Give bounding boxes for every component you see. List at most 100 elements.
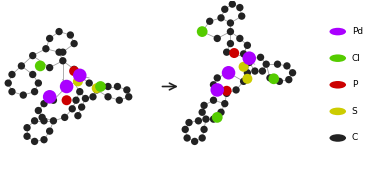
Point bbox=[71, 42, 77, 45]
Point bbox=[184, 137, 190, 139]
Point bbox=[24, 135, 30, 138]
Text: C: C bbox=[352, 134, 358, 143]
Point bbox=[35, 82, 41, 84]
Point bbox=[71, 70, 77, 72]
Point bbox=[229, 3, 235, 6]
Point bbox=[64, 99, 70, 102]
Point bbox=[94, 89, 100, 91]
Point bbox=[244, 44, 250, 47]
Point bbox=[244, 77, 250, 80]
Point bbox=[75, 80, 81, 83]
Circle shape bbox=[330, 28, 346, 35]
Point bbox=[41, 102, 47, 105]
Point bbox=[239, 15, 245, 17]
Point bbox=[94, 87, 100, 90]
Point bbox=[246, 57, 252, 60]
Point bbox=[207, 20, 213, 23]
Point bbox=[32, 90, 38, 93]
Point bbox=[286, 78, 292, 81]
Point bbox=[246, 61, 252, 64]
Point bbox=[214, 89, 220, 91]
Point bbox=[237, 6, 243, 9]
Circle shape bbox=[330, 134, 346, 142]
Point bbox=[211, 118, 217, 120]
Point bbox=[46, 66, 53, 69]
Point bbox=[69, 107, 75, 110]
Point bbox=[252, 70, 258, 72]
Circle shape bbox=[330, 54, 346, 62]
Point bbox=[201, 128, 207, 131]
Point bbox=[222, 8, 228, 11]
Point bbox=[211, 99, 217, 102]
Point bbox=[211, 83, 217, 86]
Point bbox=[46, 37, 53, 40]
Point bbox=[199, 111, 205, 114]
Point bbox=[116, 99, 122, 102]
Point bbox=[32, 119, 38, 122]
Point bbox=[271, 77, 277, 80]
Point bbox=[222, 102, 228, 105]
Point bbox=[77, 74, 83, 77]
Point bbox=[226, 71, 232, 74]
Point bbox=[214, 37, 220, 40]
Point bbox=[50, 99, 56, 102]
Point bbox=[105, 95, 111, 98]
Point bbox=[24, 126, 30, 129]
Point bbox=[90, 95, 96, 98]
Point bbox=[231, 52, 237, 54]
Point bbox=[9, 73, 15, 76]
Point bbox=[228, 22, 234, 24]
Point bbox=[195, 119, 201, 122]
Point bbox=[240, 53, 246, 55]
Point bbox=[203, 118, 209, 120]
Point bbox=[82, 97, 88, 100]
Point bbox=[5, 82, 11, 84]
Point bbox=[259, 70, 265, 72]
Point bbox=[199, 30, 205, 33]
Point bbox=[77, 90, 83, 93]
Point bbox=[30, 73, 36, 76]
Point bbox=[98, 85, 104, 88]
Circle shape bbox=[330, 81, 346, 89]
Point bbox=[290, 71, 296, 74]
Point bbox=[60, 51, 66, 54]
Point bbox=[43, 47, 49, 50]
Point bbox=[214, 76, 220, 79]
Point bbox=[35, 109, 41, 112]
Point bbox=[214, 90, 220, 93]
Point bbox=[240, 65, 246, 68]
Point bbox=[50, 119, 56, 122]
Point bbox=[226, 71, 232, 74]
Point bbox=[75, 114, 81, 117]
Point bbox=[182, 128, 188, 131]
Point bbox=[201, 104, 207, 107]
Point bbox=[37, 65, 43, 67]
Point bbox=[86, 82, 92, 84]
Point bbox=[30, 54, 36, 57]
Point bbox=[233, 89, 239, 91]
Point bbox=[274, 63, 280, 66]
Text: S: S bbox=[352, 107, 358, 116]
Point bbox=[228, 42, 234, 45]
Point bbox=[20, 94, 26, 97]
Point bbox=[192, 140, 198, 143]
Point bbox=[71, 68, 77, 71]
Point bbox=[32, 140, 38, 143]
Point bbox=[267, 76, 273, 79]
Point bbox=[214, 116, 220, 119]
Circle shape bbox=[330, 108, 346, 115]
Point bbox=[218, 111, 224, 114]
Point bbox=[237, 37, 243, 40]
Text: Pd: Pd bbox=[352, 27, 363, 36]
Point bbox=[41, 138, 47, 141]
Point bbox=[60, 59, 66, 62]
Point bbox=[124, 89, 130, 91]
Point bbox=[224, 51, 230, 54]
Text: P: P bbox=[352, 80, 357, 89]
Point bbox=[64, 85, 70, 88]
Point bbox=[224, 92, 230, 95]
Point bbox=[126, 95, 132, 98]
Point bbox=[67, 34, 73, 36]
Point bbox=[56, 30, 62, 33]
Point bbox=[228, 30, 234, 33]
